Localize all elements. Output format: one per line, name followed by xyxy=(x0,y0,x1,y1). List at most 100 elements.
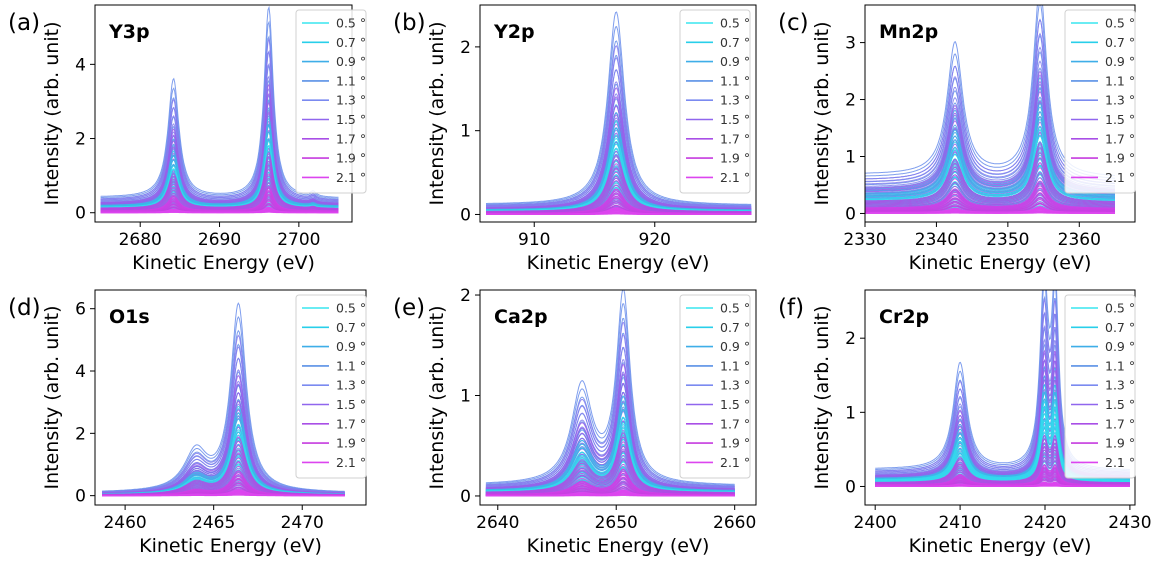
y-axis-label: Intensity (arb. unit) xyxy=(41,22,63,206)
series-line xyxy=(486,45,752,207)
series-line xyxy=(485,469,735,495)
y-tick-label: 1 xyxy=(845,148,856,168)
x-tick-label: 2410 xyxy=(938,513,981,533)
panel-a: (a) 2680 2690 2700 0 2 4 Kinetic Energy (eV) Int… xyxy=(8,4,367,274)
series-line xyxy=(485,334,735,488)
legend-entry: 1.7 ° xyxy=(336,131,366,146)
x-tick-label: 2640 xyxy=(476,513,519,533)
legend-entry: 1.1 ° xyxy=(1105,358,1135,373)
legend-entry: 0.5 ° xyxy=(336,16,366,31)
series-line xyxy=(485,395,735,491)
legend: 0.5 ° 0.7 ° 0.9 ° 1.1 ° 1.3 ° 1.5 ° 1.7 ° 1.9 °… xyxy=(679,294,751,479)
panel-b: (b) 910 920 0 1 2 Kinetic Energy (eV) Intensity… xyxy=(393,4,757,274)
series-line xyxy=(865,128,1116,200)
legend-entry: 1.3 ° xyxy=(720,378,750,393)
y-tick-label: 0 xyxy=(460,487,471,507)
series-line xyxy=(865,162,1115,206)
legend-entry: 0.7 ° xyxy=(720,35,750,50)
y-tick-label: 0 xyxy=(460,205,471,225)
legend-entry: 1.1 ° xyxy=(336,358,366,373)
legend-box xyxy=(1064,294,1136,479)
series-line xyxy=(100,131,339,208)
legend-entry: 1.3 ° xyxy=(1105,93,1135,108)
axes-frame xyxy=(479,289,757,506)
series-line xyxy=(485,154,752,212)
legend-entry: 1.9 ° xyxy=(336,151,366,166)
series-line xyxy=(100,101,339,205)
series-line xyxy=(100,50,339,202)
x-tick-label: 2690 xyxy=(198,230,241,250)
legend-entry: 1.5 ° xyxy=(720,112,750,127)
series-line xyxy=(100,124,339,207)
series-line xyxy=(865,156,1115,205)
legend-entry: 1.5 ° xyxy=(720,397,750,412)
series-line xyxy=(875,425,1130,483)
legend-entry: 1.3 ° xyxy=(336,378,366,393)
x-tick-label: 2330 xyxy=(843,230,886,250)
legend-entry: 1.5 ° xyxy=(336,112,366,127)
legend-entry: 0.9 ° xyxy=(336,54,366,69)
legend-entry: 0.7 ° xyxy=(336,35,366,50)
panel-letter: (a) xyxy=(8,10,40,36)
series-line xyxy=(865,118,1116,199)
series-line xyxy=(485,489,735,497)
panel-c: (c) 2330 2340 2350 2360 0 1 2 3 Kinetic Energy (e… xyxy=(778,4,1136,274)
y-tick-label: 2 xyxy=(460,286,471,306)
series-line xyxy=(100,37,339,201)
legend: 0.5 ° 0.7 ° 0.9 ° 1.1 ° 1.3 ° 1.5 ° 1.7 ° 1.9 °… xyxy=(295,9,367,194)
panel-letter: (f) xyxy=(778,295,804,321)
panel-e: (e) 2640 2650 2660 0 1 2 Kinetic Energy (eV) Int… xyxy=(393,286,757,557)
y-tick-label: 6 xyxy=(75,300,86,320)
legend-entry: 1.3 ° xyxy=(720,93,750,108)
y-tick-label: 0 xyxy=(75,487,86,507)
legend-entry: 1.1 ° xyxy=(720,358,750,373)
x-tick-label: 2430 xyxy=(1108,513,1151,533)
panel-letter: (b) xyxy=(393,10,426,36)
series-line xyxy=(100,83,339,204)
y-tick-label: 1 xyxy=(460,386,471,406)
series-line xyxy=(485,416,735,492)
series-line xyxy=(875,481,1130,487)
series-line xyxy=(100,140,339,208)
x-tick-label: 920 xyxy=(639,230,671,250)
series-line xyxy=(486,69,752,208)
y-tick-label: 3 xyxy=(845,34,856,54)
legend-entry: 1.9 ° xyxy=(720,151,750,166)
series-line xyxy=(485,346,735,489)
y-tick-label: 4 xyxy=(75,55,86,75)
legend-entry: 0.5 ° xyxy=(1105,16,1135,31)
panel-title: O1s xyxy=(109,306,150,328)
y-tick-label: 2 xyxy=(75,130,86,150)
y-axis-label: Intensity (arb. unit) xyxy=(426,306,448,490)
legend-entry: 1.3 ° xyxy=(336,93,366,108)
panel-letter: (d) xyxy=(8,295,41,321)
y-tick-label: 0 xyxy=(75,204,86,224)
x-tick-label: 910 xyxy=(518,230,550,250)
series-line xyxy=(100,117,339,207)
series-line xyxy=(485,322,735,487)
legend-entry: 0.9 ° xyxy=(1105,54,1135,69)
series-line xyxy=(486,87,752,209)
legend-entry: 0.5 ° xyxy=(720,16,750,31)
x-axis-label: Kinetic Energy (eV) xyxy=(909,535,1092,557)
legend-entry: 1.1 ° xyxy=(336,73,366,88)
panel-title: Mn2p xyxy=(879,21,938,43)
y-tick-label: 2 xyxy=(845,329,856,349)
legend-box xyxy=(1064,9,1136,194)
legend-box xyxy=(679,294,751,479)
x-axis-label: Kinetic Energy (eV) xyxy=(527,535,710,557)
legend-entry: 2.1 ° xyxy=(336,170,366,185)
x-tick-label: 2680 xyxy=(119,230,162,250)
legend-entry: 0.9 ° xyxy=(336,339,366,354)
legend-entry: 2.1 ° xyxy=(720,170,750,185)
x-axis-label: Kinetic Energy (eV) xyxy=(909,252,1092,274)
spectra-curves xyxy=(100,5,339,214)
series-line xyxy=(100,92,339,205)
legend-entry: 1.9 ° xyxy=(1105,436,1135,451)
series-line xyxy=(102,302,345,492)
panel-title: Cr2p xyxy=(879,306,929,328)
series-line xyxy=(100,111,339,206)
y-tick-label: 0 xyxy=(845,477,856,497)
panel-letter: (c) xyxy=(778,10,809,36)
